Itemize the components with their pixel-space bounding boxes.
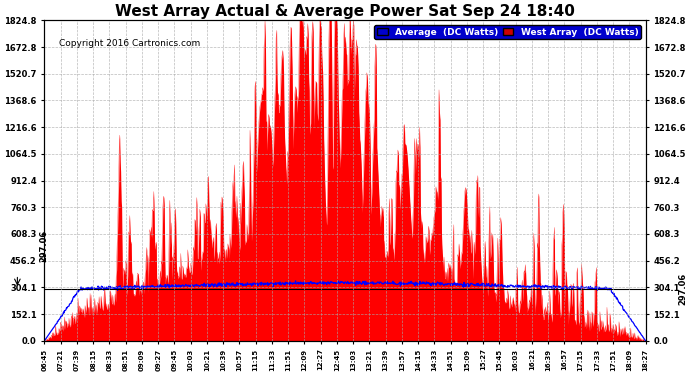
Title: West Array Actual & Average Power Sat Sep 24 18:40: West Array Actual & Average Power Sat Se…: [115, 4, 575, 19]
Text: Copyright 2016 Cartronics.com: Copyright 2016 Cartronics.com: [59, 39, 200, 48]
Legend: Average  (DC Watts), West Array  (DC Watts): Average (DC Watts), West Array (DC Watts…: [374, 25, 641, 39]
Text: 297.06: 297.06: [39, 230, 48, 262]
Text: 297.06: 297.06: [679, 273, 688, 305]
